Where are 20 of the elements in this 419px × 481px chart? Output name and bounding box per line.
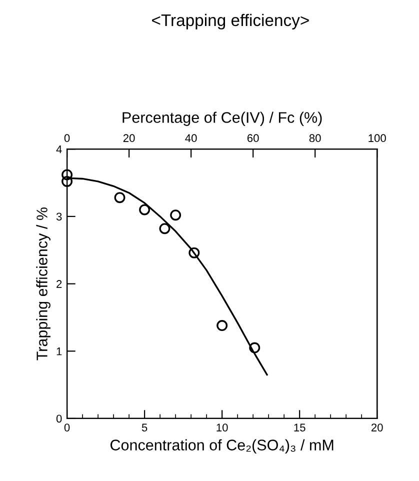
x-tick-label: 15 [294, 424, 306, 432]
x-tick-label: 10 [216, 424, 228, 432]
x2-tick-label: 0 [64, 134, 70, 142]
y-axis-title: Trapping efficiency / % [36, 207, 50, 360]
x2-tick-label: 100 [368, 134, 386, 142]
y-tick-label: 3 [56, 212, 62, 221]
x-tick-label: 0 [64, 424, 70, 432]
x-axis-title: Concentration of Ce₂(SO₄)₃ / mM [110, 439, 334, 454]
y-tick-label: 4 [56, 145, 62, 154]
x-tick-label: 5 [142, 424, 148, 432]
x2-tick-label: 80 [309, 134, 321, 142]
x2-tick-label: 20 [123, 134, 135, 142]
x-tick-label: 20 [371, 424, 383, 432]
x2-tick-label: 60 [247, 134, 259, 142]
x2-axis-title: Percentage of Ce(IV) / Fc (%) [122, 112, 322, 126]
x2-tick-label: 40 [185, 134, 197, 142]
chart-title: <Trapping efficiency> [152, 14, 309, 30]
y-tick-label: 1 [56, 348, 62, 356]
y-tick-label: 0 [56, 414, 62, 423]
y-tick-label: 2 [56, 280, 62, 288]
